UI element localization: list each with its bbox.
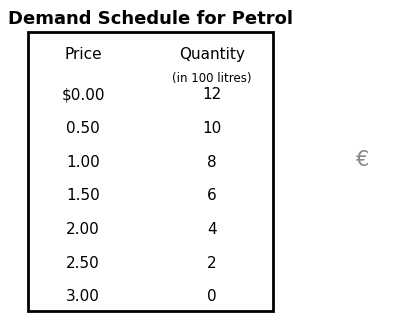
Text: Price: Price: [64, 47, 102, 62]
Text: 3.00: 3.00: [66, 290, 100, 304]
Text: 2: 2: [207, 256, 217, 271]
Text: (in 100 litres): (in 100 litres): [172, 72, 251, 85]
Text: €: €: [356, 151, 370, 170]
Text: 6: 6: [207, 188, 217, 203]
Text: 2.50: 2.50: [66, 256, 100, 271]
Text: 4: 4: [207, 222, 217, 237]
Text: 0.50: 0.50: [66, 121, 100, 136]
Text: 12: 12: [202, 87, 221, 102]
FancyBboxPatch shape: [28, 32, 273, 311]
Text: 2.00: 2.00: [66, 222, 100, 237]
Text: $0.00: $0.00: [61, 87, 105, 102]
Text: 8: 8: [207, 155, 217, 169]
Text: 1.50: 1.50: [66, 188, 100, 203]
Text: Quantity: Quantity: [179, 47, 245, 62]
Text: 0: 0: [207, 290, 217, 304]
Text: 1.00: 1.00: [66, 155, 100, 169]
Text: 10: 10: [202, 121, 221, 136]
Text: Demand Schedule for Petrol: Demand Schedule for Petrol: [8, 10, 293, 28]
